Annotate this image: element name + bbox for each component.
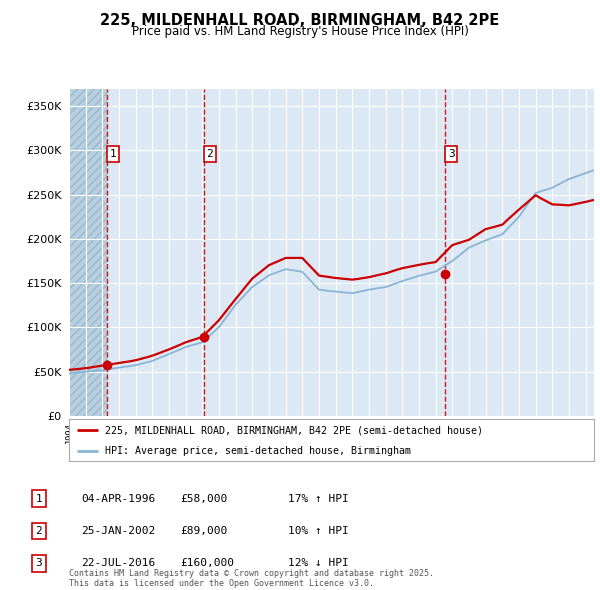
Text: 1: 1 bbox=[35, 494, 43, 503]
Text: 225, MILDENHALL ROAD, BIRMINGHAM, B42 2PE: 225, MILDENHALL ROAD, BIRMINGHAM, B42 2P… bbox=[100, 13, 500, 28]
Text: 3: 3 bbox=[35, 559, 43, 568]
Text: 12% ↓ HPI: 12% ↓ HPI bbox=[288, 559, 349, 568]
Text: £89,000: £89,000 bbox=[180, 526, 227, 536]
Text: 2: 2 bbox=[35, 526, 43, 536]
Text: 10% ↑ HPI: 10% ↑ HPI bbox=[288, 526, 349, 536]
Text: 225, MILDENHALL ROAD, BIRMINGHAM, B42 2PE (semi-detached house): 225, MILDENHALL ROAD, BIRMINGHAM, B42 2P… bbox=[105, 425, 482, 435]
Text: 22-JUL-2016: 22-JUL-2016 bbox=[81, 559, 155, 568]
Text: 1: 1 bbox=[110, 149, 116, 159]
Text: £160,000: £160,000 bbox=[180, 559, 234, 568]
Text: £58,000: £58,000 bbox=[180, 494, 227, 503]
Text: Contains HM Land Registry data © Crown copyright and database right 2025.
This d: Contains HM Land Registry data © Crown c… bbox=[69, 569, 434, 588]
Text: 2: 2 bbox=[206, 149, 213, 159]
Bar bbox=[69, 88, 107, 416]
Text: 04-APR-1996: 04-APR-1996 bbox=[81, 494, 155, 503]
Text: Price paid vs. HM Land Registry's House Price Index (HPI): Price paid vs. HM Land Registry's House … bbox=[131, 25, 469, 38]
Text: 3: 3 bbox=[448, 149, 455, 159]
Text: 25-JAN-2002: 25-JAN-2002 bbox=[81, 526, 155, 536]
Text: HPI: Average price, semi-detached house, Birmingham: HPI: Average price, semi-detached house,… bbox=[105, 446, 410, 455]
Text: 17% ↑ HPI: 17% ↑ HPI bbox=[288, 494, 349, 503]
